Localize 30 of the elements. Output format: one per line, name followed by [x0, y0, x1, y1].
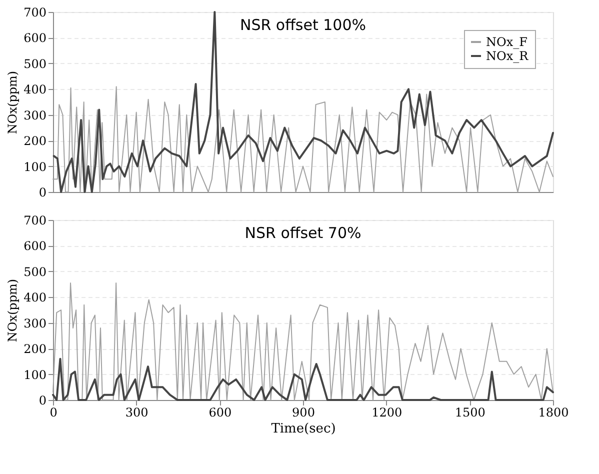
x-tick-label: 900	[292, 406, 315, 420]
y-tick-label: 0	[38, 186, 46, 200]
x-axis-title: Time(sec)	[271, 422, 336, 436]
y-tick-label: 600	[24, 239, 46, 254]
chart-title: NSR offset 70%	[244, 224, 362, 242]
y-tick-label: 100	[24, 368, 46, 382]
y-tick-label: 400	[24, 290, 46, 305]
y-tick-label: 300	[24, 316, 46, 330]
y-tick-label: 500	[24, 56, 46, 71]
chart-title: NSR offset 100%	[240, 16, 366, 34]
x-tick-label: 1800	[538, 406, 569, 420]
y-axis-title: NOx(ppm)	[6, 278, 20, 342]
y-tick-label: 600	[24, 31, 46, 46]
x-tick-label: 1200	[372, 406, 402, 420]
x-tick-label: 1500	[454, 406, 486, 420]
legend-label: NOx_R	[486, 49, 530, 63]
x-tick-label: 300	[125, 406, 148, 420]
y-tick-label: 400	[24, 82, 46, 97]
y-tick-label: 100	[24, 160, 46, 174]
y-tick-label: 200	[24, 342, 46, 356]
x-tick-label: 0	[50, 406, 58, 420]
legend-label: NOx_F	[486, 35, 528, 49]
y-tick-label: 700	[24, 214, 46, 228]
y-tick-label: 0	[38, 394, 46, 408]
y-tick-label: 700	[24, 6, 46, 20]
y-tick-label: 300	[24, 108, 46, 122]
y-tick-label: 200	[24, 134, 46, 148]
y-axis-title: NOx(ppm)	[6, 70, 20, 134]
y-tick-label: 500	[24, 264, 46, 279]
x-tick-label: 600	[208, 406, 232, 420]
